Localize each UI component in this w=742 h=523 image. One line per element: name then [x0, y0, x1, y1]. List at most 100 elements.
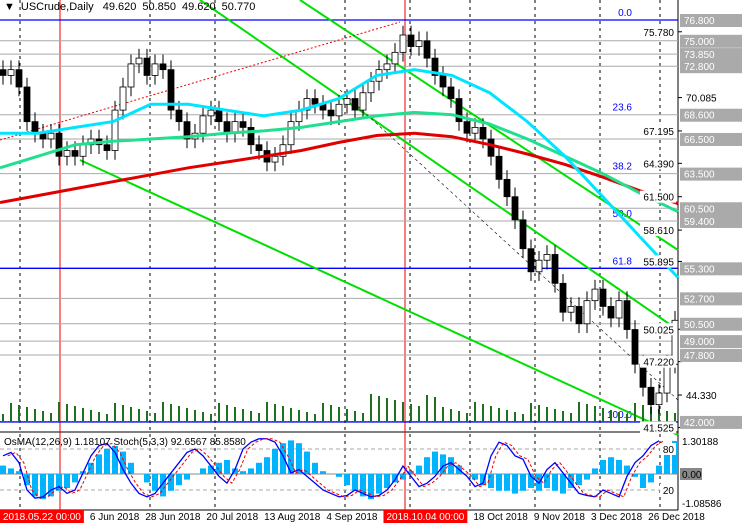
tick-label-bg — [640, 355, 676, 368]
price-tag-label: 75.000 — [684, 37, 715, 48]
candle — [127, 63, 135, 88]
candle — [111, 109, 119, 151]
volume-bar — [458, 411, 460, 422]
candle — [415, 40, 423, 47]
candle — [327, 109, 335, 117]
price-tick-label: 44.330 — [686, 391, 717, 402]
price-tag — [680, 292, 742, 306]
stoch-label: Stoch(5,3,3) 92.6567 85.8580 — [113, 437, 246, 448]
fib-label: 38.2 — [613, 162, 633, 173]
volume-bar — [666, 411, 668, 422]
osma-bar — [320, 471, 326, 474]
osma-bar — [504, 474, 510, 491]
price-tag — [680, 14, 742, 27]
candle — [567, 306, 575, 313]
candle — [279, 144, 287, 157]
osc-axis-label: 0.00 — [682, 470, 702, 481]
price-tag-label: 68.600 — [684, 111, 715, 122]
osc-axis-label: 20 — [663, 486, 675, 497]
candle — [223, 121, 231, 134]
osma-bar — [184, 474, 190, 480]
osma-bar — [608, 457, 614, 474]
volume-bar — [514, 412, 516, 422]
tick-label-bg — [640, 157, 676, 170]
volume-bar — [202, 412, 204, 422]
volume-bar — [34, 409, 36, 422]
osma-bar — [528, 474, 534, 488]
time-highlight — [383, 510, 468, 523]
osc-axis-label: 80 — [663, 445, 675, 456]
volume-bar — [586, 404, 588, 422]
volume-bar — [114, 403, 116, 422]
price-tick-label: 70.085 — [686, 94, 717, 105]
price-tag — [680, 60, 742, 74]
price-tag — [680, 132, 742, 146]
volume-bar — [506, 410, 508, 422]
osma-bar — [440, 454, 446, 474]
volume-bar — [386, 398, 388, 422]
price-tick-label: 58.610 — [643, 226, 674, 237]
candle — [479, 127, 487, 140]
time-label: 26 Dec 2018 — [648, 512, 705, 523]
volume-bar — [498, 408, 500, 422]
time-label: 28 Jun 2018 — [145, 512, 200, 523]
volume-bar — [346, 409, 348, 422]
candle — [303, 98, 311, 111]
candle — [591, 288, 599, 302]
time-label: 6 Jun 2018 — [90, 512, 140, 523]
candle — [287, 121, 295, 146]
volume-bar — [186, 408, 188, 422]
price-tick-label: 61.500 — [643, 193, 674, 204]
volume-bar — [442, 407, 444, 422]
volume-bar — [42, 411, 44, 422]
close-value: 50.770 — [221, 1, 256, 13]
candle — [207, 109, 215, 117]
dropdown-icon[interactable]: ▼ — [4, 1, 15, 13]
candle — [383, 63, 391, 71]
price-tag-label: 63.500 — [684, 170, 715, 181]
price-tag — [680, 348, 742, 362]
volume-bar — [402, 402, 404, 422]
osma-bar — [16, 471, 22, 474]
osma-bar — [232, 468, 238, 474]
osma-bar — [496, 474, 502, 491]
candle — [343, 98, 351, 105]
osma-bar — [32, 474, 38, 497]
volume-bar — [26, 407, 28, 422]
osma-bar — [160, 474, 166, 497]
volume-bar — [98, 412, 100, 422]
candle — [135, 57, 143, 65]
candle — [575, 306, 583, 325]
price-tag-label: 52.700 — [684, 294, 715, 305]
candle — [495, 155, 503, 180]
volume-bar — [2, 414, 4, 422]
candle — [583, 300, 591, 325]
volume-bar — [330, 405, 332, 422]
volume-bar — [530, 403, 532, 422]
tick-label-bg — [640, 190, 676, 203]
price-tick-label: 50.025 — [643, 325, 674, 336]
volume-bar — [226, 405, 228, 422]
candle — [447, 86, 455, 99]
time-label: 18 Oct 2018 — [473, 512, 528, 523]
candle — [431, 57, 439, 76]
volume-bar — [562, 411, 564, 422]
osc-axis-label: -1.08586 — [682, 499, 722, 510]
candle — [463, 121, 471, 134]
ma-mid-line — [0, 110, 679, 214]
volume-bar — [642, 405, 644, 422]
osma-bar — [56, 474, 62, 491]
volume-bar — [290, 408, 292, 422]
candle — [503, 178, 511, 198]
candle — [311, 98, 319, 105]
volume-bar — [50, 413, 52, 422]
candle — [199, 115, 207, 134]
price-tag — [680, 202, 742, 216]
volume-bar — [170, 404, 172, 422]
price-tag — [680, 34, 742, 48]
volume-bar — [82, 408, 84, 422]
symbol-label: USCrude,Daily — [20, 1, 94, 13]
candle — [623, 300, 631, 330]
